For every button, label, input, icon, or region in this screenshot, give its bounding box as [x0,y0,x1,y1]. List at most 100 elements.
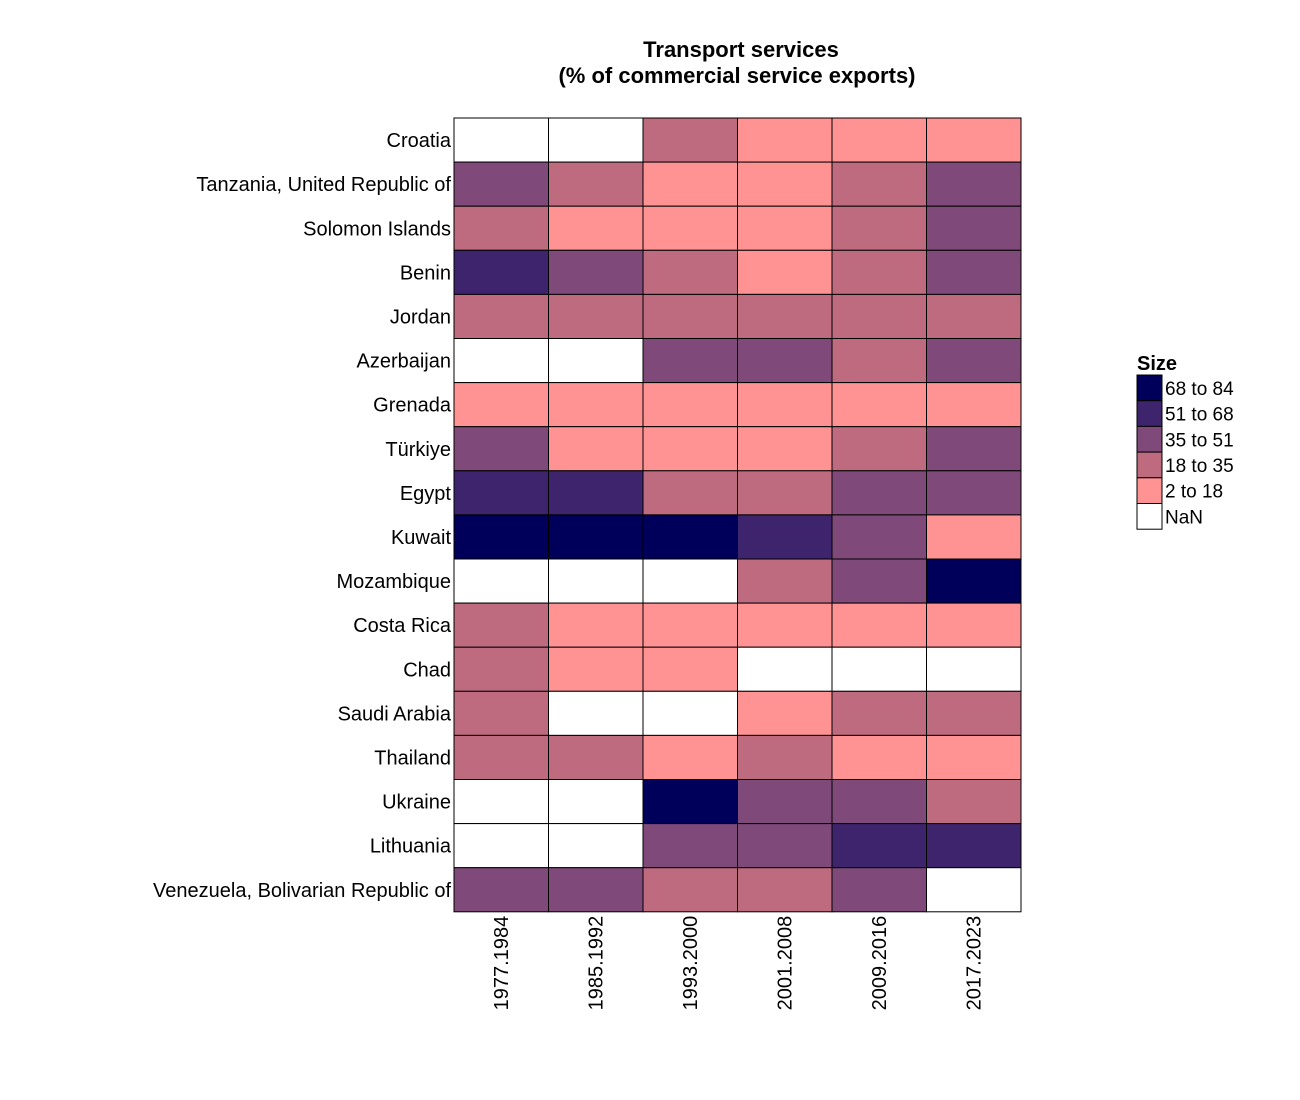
heatmap-cell [737,734,833,781]
heatmap-cell [548,293,644,339]
legend-label: 51 to 68 [1165,405,1234,426]
legend-swatch [1136,374,1163,402]
heatmap-cell [831,779,927,825]
heatmap-cell [548,646,644,692]
row-label: Tanzania, United Republic of [196,174,451,196]
heatmap-cell [926,426,1022,472]
heatmap-cell [453,293,549,339]
heatmap-cell [642,117,738,163]
heatmap-cell [453,382,549,428]
heatmap-cell [737,779,833,825]
heatmap-cell [642,293,738,339]
heatmap-cell [926,382,1022,428]
heatmap-cell [548,514,644,560]
heatmap-cell [737,338,833,384]
row-label: Saudi Arabia [338,703,452,725]
legend-title: Size [1137,353,1177,375]
heatmap-cell [831,470,927,516]
legend-swatch [1136,451,1163,479]
heatmap-cell [831,558,927,604]
row-label: Lithuania [370,836,452,858]
heatmap-cell [926,205,1022,251]
heatmap-cell [926,514,1022,560]
heatmap-cell [926,338,1022,384]
heatmap-cell [737,117,833,163]
heatmap-cell [548,867,644,913]
heatmap-cell [548,470,644,516]
chart-title: Transport services (% of commercial serv… [558,37,915,88]
row-labels: Croatia Tanzania, United Republic of Solom… [153,130,452,902]
legend-swatch [1136,477,1163,504]
row-label: Grenada [373,395,452,417]
heatmap-cell [642,426,738,472]
heatmap-cell [926,249,1022,295]
column-label: 1993.2000 [680,916,702,1011]
row-label: Costa Rica [353,615,452,637]
heatmap-cells [453,117,1022,913]
heatmap-cell [831,117,927,163]
heatmap-cell [831,823,927,869]
legend-label: 18 to 35 [1165,456,1234,477]
row-label: Solomon Islands [303,218,451,240]
heatmap-cell [926,558,1022,604]
heatmap-cell [737,470,833,516]
heatmap-cell [453,338,549,384]
heatmap-cell [453,117,549,163]
heatmap-cell [642,338,738,384]
heatmap-cell [642,779,738,825]
row-label: Egypt [400,483,452,505]
heatmap-cell [642,205,738,251]
heatmap-cell [548,426,644,472]
heatmap-cell [737,382,833,428]
heatmap-cell [737,690,833,736]
heatmap-cell [642,249,738,295]
heatmap-cell [831,338,927,384]
heatmap-cell [453,867,549,913]
heatmap-cell [926,602,1022,648]
heatmap-cell [548,690,644,736]
legend-swatch [1136,425,1163,453]
heatmap-cell [737,205,833,251]
row-label: Kuwait [391,527,451,549]
column-labels: 1977.1984 1985.1992 1993.2000 2001.2008 2009… [491,916,986,1011]
heatmap-cell [453,602,549,648]
heatmap-cell [926,293,1022,339]
row-label: Thailand [374,747,451,769]
column-label: 2017.2023 [964,916,986,1011]
heatmap-cell [548,734,644,781]
heatmap-cell [831,249,927,295]
heatmap-cell [926,161,1022,207]
heatmap-cell [926,470,1022,516]
heatmap-cell [453,558,549,604]
heatmap-cell [453,205,549,251]
heatmap-cell [926,117,1022,163]
heatmap-cell [642,690,738,736]
heatmap-cell [642,734,738,781]
heatmap-cell [642,646,738,692]
heatmap-cell [642,602,738,648]
heatmap-cell [737,426,833,472]
heatmap-cell [642,558,738,604]
heatmap-cell [737,867,833,913]
heatmap-cell [737,249,833,295]
heatmap-cell [548,602,644,648]
heatmap-cell [831,205,927,251]
heatmap-cell [453,249,549,295]
chart-title-line-2: (% of commercial service exports) [558,63,915,88]
heatmap-cell [737,823,833,869]
heatmap-cell [831,426,927,472]
heatmap-cell [548,338,644,384]
heatmap-cell [548,161,644,207]
row-label: Jordan [390,306,451,328]
heatmap-cell [453,470,549,516]
heatmap-cell [831,602,927,648]
row-label: Chad [403,659,451,681]
heatmap-cell [831,514,927,560]
heatmap-cell [453,161,549,207]
row-label: Benin [400,262,451,284]
row-label: Mozambique [336,571,451,593]
legend-label: 68 to 84 [1165,379,1234,400]
heatmap-cell [831,690,927,736]
legend-label: NaN [1165,507,1203,528]
heatmap-cell [831,867,927,913]
